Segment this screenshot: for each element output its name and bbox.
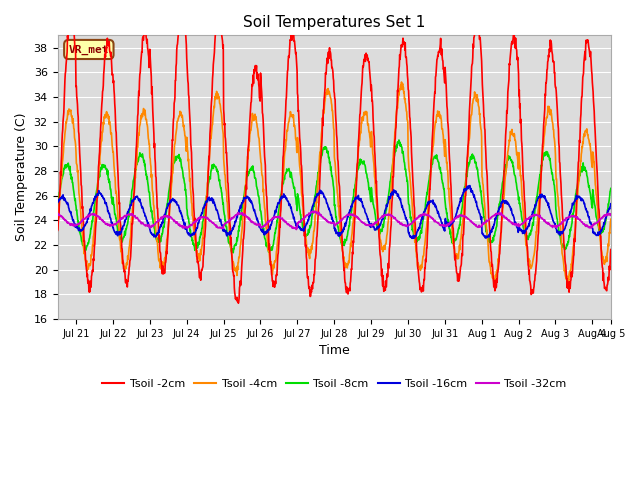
Tsoil -32cm [300,216,308,222]
Tsoil -4cm [369,144,376,150]
Tsoil -16cm [54,200,61,205]
Tsoil -2cm [369,116,377,122]
Tsoil -16cm [408,236,416,241]
Tsoil -16cm [97,190,104,196]
Tsoil -8cm [395,137,403,143]
Tsoil -16cm [607,201,614,207]
Tsoil -32cm [119,215,127,220]
Tsoil -2cm [607,247,614,252]
Tsoil -16cm [310,201,317,207]
Tsoil -32cm [310,209,318,215]
Tsoil -8cm [54,204,61,209]
Tsoil -32cm [309,208,317,214]
Tsoil -2cm [178,1,186,7]
Tsoil -8cm [289,180,296,185]
Tsoil -16cm [369,223,376,228]
Line: Tsoil -8cm: Tsoil -8cm [58,140,611,253]
X-axis label: Time: Time [319,344,349,357]
Tsoil -32cm [369,222,377,228]
Line: Tsoil -32cm: Tsoil -32cm [58,211,611,229]
Tsoil -32cm [54,210,61,216]
Tsoil -4cm [119,257,127,263]
Tsoil -2cm [54,228,61,234]
Tsoil -4cm [397,79,405,85]
Tsoil -32cm [607,212,614,218]
Tsoil -8cm [310,204,318,209]
Tsoil -32cm [292,227,300,232]
Line: Tsoil -16cm: Tsoil -16cm [58,186,611,239]
Line: Tsoil -2cm: Tsoil -2cm [58,4,611,303]
Tsoil -8cm [229,250,237,256]
Tsoil -32cm [97,215,104,221]
Y-axis label: Soil Temperature (C): Soil Temperature (C) [15,113,28,241]
Tsoil -8cm [300,228,308,234]
Tsoil -16cm [289,210,296,216]
Tsoil -2cm [289,29,297,35]
Tsoil -16cm [466,183,474,189]
Tsoil -4cm [54,226,61,232]
Tsoil -32cm [289,225,296,231]
Tsoil -16cm [300,228,308,234]
Tsoil -2cm [301,233,308,239]
Tsoil -2cm [97,133,104,139]
Tsoil -16cm [119,223,127,229]
Tsoil -8cm [369,197,376,203]
Legend: Tsoil -2cm, Tsoil -4cm, Tsoil -8cm, Tsoil -16cm, Tsoil -32cm: Tsoil -2cm, Tsoil -4cm, Tsoil -8cm, Tsoi… [97,374,571,393]
Text: VR_met: VR_met [68,44,109,55]
Tsoil -8cm [97,168,104,174]
Title: Soil Temperatures Set 1: Soil Temperatures Set 1 [243,15,426,30]
Tsoil -2cm [234,300,242,306]
Line: Tsoil -4cm: Tsoil -4cm [58,82,611,282]
Tsoil -4cm [289,113,296,119]
Tsoil -2cm [310,272,318,278]
Tsoil -4cm [490,279,498,285]
Tsoil -4cm [97,149,104,155]
Tsoil -4cm [607,216,614,222]
Tsoil -8cm [607,186,614,192]
Tsoil -4cm [300,214,308,219]
Tsoil -2cm [119,261,127,266]
Tsoil -4cm [310,228,317,234]
Tsoil -8cm [119,236,127,241]
